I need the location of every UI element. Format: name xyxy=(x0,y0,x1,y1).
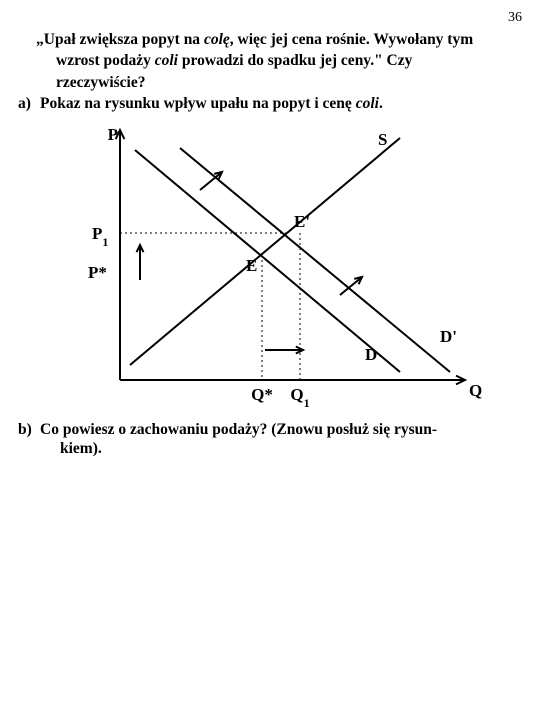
svg-text:D: D xyxy=(365,345,377,364)
b-line-2: kiem). xyxy=(40,439,522,458)
svg-text:E: E xyxy=(246,256,257,275)
q-t2: wzrost podaży xyxy=(56,52,155,69)
part-b-block: b) Co powiesz o zachowaniu podaży? (Znow… xyxy=(18,420,522,459)
part-a: a) Pokaz na rysunku wpływ upału na popyt… xyxy=(18,94,522,113)
supply-demand-chart: P Q P1 P* Q* Q1 S D D' E E' xyxy=(18,120,522,410)
chart-svg: P Q P1 P* Q* Q1 S D D' E E' xyxy=(50,120,490,410)
q-t1b: , więc jej cena rośnie. Wywołany tym xyxy=(230,31,473,48)
a-coli-italic: coli xyxy=(356,95,379,112)
q-line-3: rzeczywiście? xyxy=(18,73,522,92)
svg-text:E': E' xyxy=(294,212,310,231)
q-t2b: prowadzi do spadku jej ceny." Czy xyxy=(178,52,412,69)
svg-text:S: S xyxy=(378,130,387,149)
b-line-1: Co powiesz o zachowaniu podaży? (Znowu p… xyxy=(40,420,522,439)
a-t2: . xyxy=(379,95,383,112)
svg-text:P*: P* xyxy=(88,263,107,282)
svg-text:Q1: Q1 xyxy=(290,385,309,410)
svg-text:P: P xyxy=(108,125,118,144)
page-number: 36 xyxy=(18,10,522,26)
q-line-1: „Upał zwiększa popyt na colę, więc jej c… xyxy=(18,30,522,49)
svg-text:P1: P1 xyxy=(92,224,108,249)
part-b-label: b) xyxy=(18,420,40,459)
q-coli-italic: coli xyxy=(155,52,178,69)
q-cole-italic: colę xyxy=(204,31,230,48)
question-block: „Upał zwiększa popyt na colę, więc jej c… xyxy=(18,30,522,114)
q-t1: „Upał zwiększa popyt na xyxy=(36,31,204,48)
part-b: b) Co powiesz o zachowaniu podaży? (Znow… xyxy=(18,420,522,459)
svg-text:Q: Q xyxy=(469,381,482,400)
q-line-2: wzrost podaży coli prowadzi do spadku je… xyxy=(18,51,522,70)
part-a-label: a) xyxy=(18,94,40,113)
svg-text:D': D' xyxy=(440,327,457,346)
a-t1: Pokaz na rysunku wpływ upału na popyt i … xyxy=(40,95,356,112)
part-a-text: Pokaz na rysunku wpływ upału na popyt i … xyxy=(40,94,522,113)
svg-text:Q*: Q* xyxy=(251,385,273,404)
